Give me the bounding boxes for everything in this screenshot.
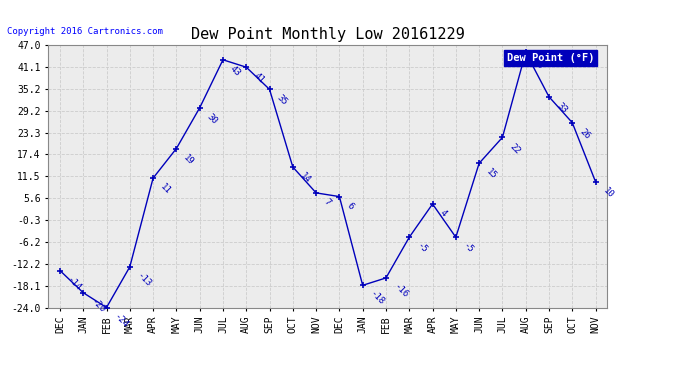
Text: 33: 33	[555, 101, 569, 115]
Text: 22: 22	[508, 142, 522, 156]
Text: 19: 19	[182, 153, 196, 166]
Text: 26: 26	[578, 127, 592, 141]
Text: -5: -5	[462, 242, 475, 255]
Text: 15: 15	[484, 168, 499, 182]
Text: -14: -14	[66, 275, 83, 292]
Text: -18: -18	[368, 290, 386, 307]
Text: 4: 4	[438, 208, 449, 218]
Text: 43: 43	[228, 64, 242, 78]
Text: -5: -5	[415, 242, 428, 255]
Text: -16: -16	[391, 282, 409, 300]
Text: 14: 14	[298, 171, 313, 185]
Text: 6: 6	[345, 201, 355, 211]
Text: -20: -20	[89, 297, 106, 315]
Text: 10: 10	[601, 186, 615, 200]
Text: 11: 11	[159, 182, 172, 196]
Text: -24: -24	[112, 312, 130, 329]
Text: Dew Point (°F): Dew Point (°F)	[506, 53, 594, 63]
Text: 30: 30	[205, 112, 219, 126]
Text: 45: 45	[531, 57, 545, 70]
Text: 41: 41	[252, 71, 266, 86]
Text: 35: 35	[275, 93, 289, 108]
Text: -13: -13	[135, 271, 153, 289]
Text: 7: 7	[322, 197, 332, 207]
Text: Copyright 2016 Cartronics.com: Copyright 2016 Cartronics.com	[7, 27, 163, 36]
Title: Dew Point Monthly Low 20161229: Dew Point Monthly Low 20161229	[191, 27, 464, 42]
